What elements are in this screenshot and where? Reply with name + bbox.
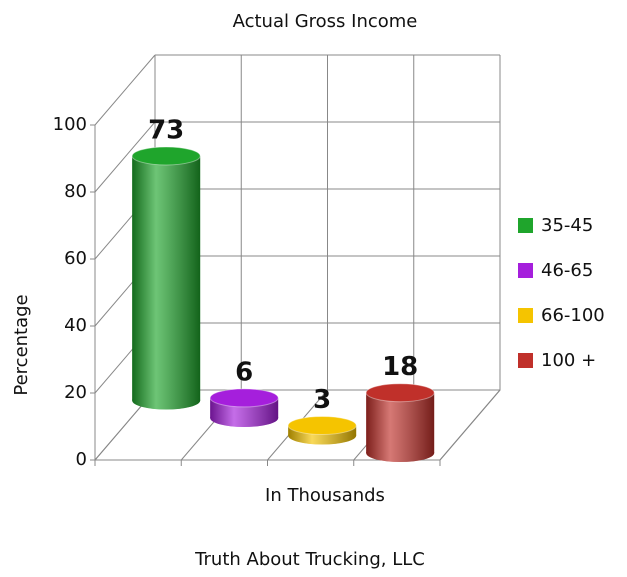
cylinder-top — [365, 383, 435, 403]
value-label: 73 — [148, 115, 184, 145]
value-label: 18 — [382, 352, 418, 382]
legend-swatch — [518, 263, 533, 278]
chart-title: Actual Gross Income — [233, 11, 418, 32]
y-tick-label: 80 — [64, 181, 87, 202]
legend-label: 66-100 — [541, 305, 605, 326]
value-label: 3 — [313, 385, 331, 415]
y-axis-label: Percentage — [11, 294, 32, 395]
y-tick-label: 20 — [64, 382, 87, 403]
bar-shade — [366, 392, 435, 453]
legend-label: 100 + — [541, 350, 596, 371]
cylinder-top — [131, 146, 201, 166]
legend-swatch — [518, 308, 533, 323]
y-tick-label: 100 — [53, 114, 87, 135]
bar-shade — [132, 155, 201, 401]
floor-line — [439, 389, 501, 461]
legend-label: 35-45 — [541, 215, 593, 236]
legend-swatch — [518, 218, 533, 233]
y-tick-label: 0 — [76, 449, 87, 470]
footer: Truth About Trucking, LLC — [194, 549, 425, 570]
x-axis-label: In Thousands — [265, 485, 385, 506]
cylinder-top — [287, 415, 357, 435]
y-tick-label: 60 — [64, 248, 87, 269]
legend-label: 46-65 — [541, 260, 593, 281]
grid-line — [94, 121, 156, 193]
cylinder-top — [209, 388, 279, 408]
legend-swatch — [518, 353, 533, 368]
y-tick-label: 40 — [64, 315, 87, 336]
value-label: 6 — [235, 357, 253, 387]
grid-line — [94, 54, 156, 126]
